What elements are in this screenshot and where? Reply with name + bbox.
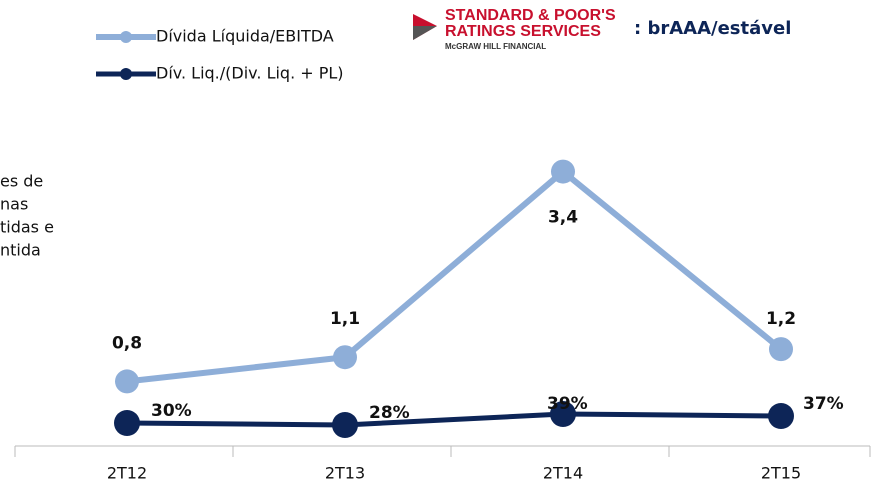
data-label: 28% [369, 403, 410, 423]
logo-text: McGRAW HILL FINANCIAL [445, 42, 546, 51]
logo-text: STANDARD & POOR'S [445, 7, 616, 24]
legend-marker [120, 68, 132, 80]
data-label: 39% [547, 394, 588, 414]
x-tick-label: 2T15 [761, 464, 801, 483]
legend-label: Dívida Líquida/EBITDA [156, 27, 334, 46]
rating: : brAAA/estável [634, 18, 791, 39]
data-label: 37% [803, 394, 844, 414]
logo-text: RATINGS SERVICES [445, 23, 601, 40]
marker [115, 369, 139, 394]
legend-label: Dív. Liq./(Div. Liq. + PL) [156, 64, 344, 83]
marker [550, 401, 576, 427]
marker [551, 159, 575, 184]
series-line [126, 411, 782, 428]
logo-icon [413, 26, 437, 40]
data-label: 3,4 [548, 208, 578, 228]
side-text: ntida [0, 241, 41, 260]
x-tick-label: 2T12 [107, 464, 147, 483]
x-tick-label: 2T13 [325, 464, 365, 483]
side-text: nas [0, 195, 28, 214]
series-line [126, 167, 783, 385]
logo: STANDARD & POOR'S RATINGS SERVICES McGRA… [413, 7, 616, 51]
marker [333, 345, 357, 370]
marker [769, 337, 793, 362]
side-text: es de [0, 172, 43, 191]
marker [332, 412, 358, 438]
legend-marker [120, 31, 132, 43]
data-label: 30% [151, 401, 192, 421]
data-label: 1,1 [330, 309, 360, 329]
x-tick-label: 2T14 [543, 464, 583, 483]
marker [768, 403, 794, 429]
data-label: 0,8 [112, 333, 142, 353]
marker [114, 410, 140, 436]
side-text: tidas e [0, 218, 54, 237]
data-label: 1,2 [766, 309, 796, 329]
